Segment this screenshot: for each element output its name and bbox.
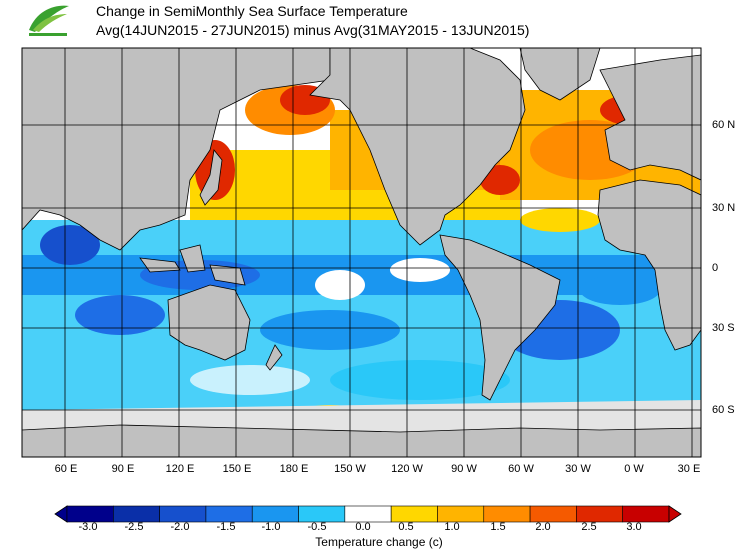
colorbar-swatch bbox=[437, 505, 485, 523]
lat-label: 60 S bbox=[712, 404, 735, 416]
colorbar-swatch bbox=[483, 505, 531, 523]
lon-label: 120 E bbox=[165, 463, 195, 475]
colorbar-swatch bbox=[576, 505, 623, 523]
graticule bbox=[22, 48, 701, 457]
colorbar-tick: 2.5 bbox=[581, 521, 597, 533]
lon-label: 60 E bbox=[54, 463, 78, 475]
map-frame bbox=[21, 47, 702, 458]
colorbar-tick: -3.0 bbox=[78, 521, 98, 533]
colorbar-swatch bbox=[113, 505, 160, 523]
colorbar-tick: -0.5 bbox=[307, 521, 327, 533]
colorbar-tick: -2.5 bbox=[124, 521, 144, 533]
land-masses bbox=[22, 48, 701, 457]
colorbar-tick: 2.0 bbox=[535, 521, 551, 533]
colorbar-swatch bbox=[66, 505, 114, 523]
colorbar-max-arrow bbox=[668, 505, 682, 523]
lon-label: 150 E bbox=[222, 463, 252, 475]
lon-label: 180 E bbox=[279, 463, 309, 475]
lon-label: 30 E bbox=[677, 463, 701, 475]
colorbar-swatch bbox=[298, 505, 346, 523]
lon-label: 30 W bbox=[565, 463, 591, 475]
colorbar-tick: 1.5 bbox=[490, 521, 506, 533]
agency-logo bbox=[29, 5, 69, 36]
colorbar-swatch bbox=[622, 505, 670, 523]
lon-label: 90 E bbox=[111, 463, 135, 475]
lat-label: 0 bbox=[712, 262, 719, 274]
colorbar-swatch bbox=[159, 505, 207, 523]
lat-label: 30 N bbox=[712, 202, 736, 214]
lat-label: 60 N bbox=[712, 119, 736, 131]
lon-label: 90 W bbox=[451, 463, 477, 475]
colorbar-tick: -1.5 bbox=[216, 521, 236, 533]
cooling-anomalies bbox=[22, 220, 701, 410]
colorbar-min-arrow bbox=[54, 505, 68, 523]
lon-label: 60 W bbox=[508, 463, 534, 475]
lon-label: 150 W bbox=[334, 463, 366, 475]
lon-label: 0 W bbox=[624, 463, 644, 475]
colorbar-tick: 0.5 bbox=[398, 521, 414, 533]
colorbar-tick: -1.0 bbox=[261, 521, 281, 533]
colorbar-swatch bbox=[344, 505, 392, 523]
colorbar-tick: 1.0 bbox=[444, 521, 460, 533]
colorbar-tick: -2.0 bbox=[170, 521, 190, 533]
colorbar-swatch bbox=[529, 505, 577, 523]
colorbar-tick: 0.0 bbox=[355, 521, 371, 533]
lon-label: 120 W bbox=[391, 463, 423, 475]
colorbar-swatch bbox=[251, 505, 299, 523]
colorbar-tick: 3.0 bbox=[626, 521, 642, 533]
chart-title: Change in SemiMonthly Sea Surface Temper… bbox=[96, 3, 408, 19]
lat-label: 30 S bbox=[712, 322, 735, 334]
colorbar-swatch bbox=[205, 505, 253, 523]
colorbar-swatch bbox=[390, 505, 438, 523]
colorbar-title: Temperature change (c) bbox=[315, 535, 443, 549]
chart-subtitle: Avg(14JUN2015 - 27JUN2015) minus Avg(31M… bbox=[96, 22, 530, 38]
